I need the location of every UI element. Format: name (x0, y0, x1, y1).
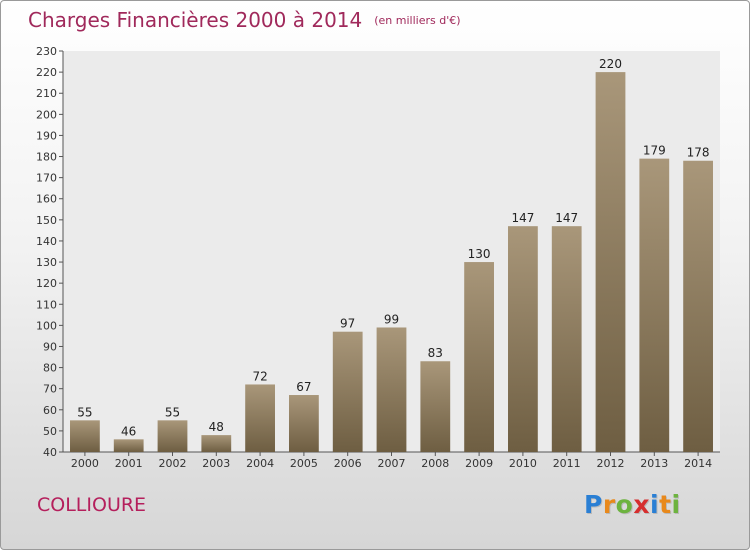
x-tick-label: 2010 (509, 457, 537, 470)
bar-2001 (113, 439, 144, 452)
y-tick-label: 170 (36, 172, 57, 185)
data-label-2000: 55 (77, 405, 92, 419)
data-label-2014: 178 (687, 146, 710, 160)
logo-letter: P (584, 490, 603, 519)
x-tick-label: 2002 (159, 457, 187, 470)
x-tick-label: 2003 (202, 457, 230, 470)
proxiti-logo[interactable]: Proxiti (584, 490, 681, 519)
logo-letter: t (659, 490, 672, 519)
y-tick-label: 80 (43, 362, 57, 375)
y-tick-label: 180 (36, 151, 57, 164)
chart-title-text: Charges Financières 2000 à 2014 (28, 8, 363, 32)
data-label-2012: 220 (599, 57, 622, 71)
x-tick-label: 2004 (246, 457, 274, 470)
x-tick-label: 2007 (378, 457, 406, 470)
y-tick-label: 200 (36, 108, 57, 121)
x-tick-label: 2005 (290, 457, 318, 470)
chart-title: Charges Financières 2000 à 2014 (en milli… (28, 8, 461, 32)
logo-letter: i (650, 490, 660, 519)
data-label-2010: 147 (511, 211, 534, 225)
y-tick-label: 160 (36, 193, 57, 206)
data-label-2011: 147 (555, 211, 578, 225)
y-tick-label: 120 (36, 277, 57, 290)
bar-2010 (508, 226, 538, 452)
data-label-2003: 48 (209, 420, 224, 434)
bar-2009 (464, 262, 494, 452)
town-name: COLLIOURE (37, 494, 147, 516)
x-tick-label: 2011 (553, 457, 581, 470)
logo-letter: r (602, 490, 616, 519)
y-tick-label: 230 (36, 45, 57, 58)
x-tick-label: 2000 (71, 457, 99, 470)
y-tick-label: 140 (36, 235, 57, 248)
y-tick-label: 50 (43, 425, 57, 438)
bar-2011 (551, 226, 582, 452)
data-label-2002: 55 (165, 405, 180, 419)
x-tick-label: 2006 (334, 457, 362, 470)
x-tick-label: 2008 (421, 457, 449, 470)
bar-2014 (683, 160, 713, 452)
x-tick-label: 2009 (465, 457, 493, 470)
y-tick-label: 130 (36, 256, 57, 269)
x-tick-label: 2014 (684, 457, 712, 470)
x-tick-label: 2013 (640, 457, 668, 470)
y-tick-label: 90 (43, 340, 57, 353)
bar-2002 (157, 420, 188, 452)
bar-2003 (201, 435, 232, 452)
logo-letter: i (671, 490, 681, 519)
data-label-2008: 83 (428, 346, 443, 360)
logo-letter: o (615, 490, 634, 519)
logo-letter: x (633, 490, 650, 519)
data-label-2004: 72 (252, 369, 267, 383)
data-label-2007: 99 (384, 312, 399, 326)
data-label-2001: 46 (121, 424, 136, 438)
y-tick-label: 70 (43, 383, 57, 396)
y-tick-label: 190 (36, 129, 57, 142)
x-tick-label: 2001 (115, 457, 143, 470)
data-label-2013: 179 (643, 144, 666, 158)
y-tick-label: 150 (36, 214, 57, 227)
data-label-2009: 130 (468, 247, 491, 261)
chart-subtitle: (en milliers d'€) (374, 14, 461, 27)
y-tick-label: 210 (36, 87, 57, 100)
y-tick-label: 110 (36, 298, 57, 311)
y-tick-label: 220 (36, 66, 57, 79)
bar-2004 (245, 384, 275, 452)
bar-2012 (595, 72, 626, 453)
y-tick-label: 100 (36, 319, 57, 332)
data-label-2006: 97 (340, 317, 355, 331)
bar-2005 (289, 395, 319, 452)
bar-2000 (70, 420, 100, 452)
bar-2007 (376, 327, 407, 452)
bar-2013 (639, 158, 670, 452)
bar-2008 (420, 361, 451, 452)
x-tick-label: 2012 (597, 457, 625, 470)
y-tick-label: 40 (43, 446, 57, 459)
bar-2006 (332, 331, 363, 452)
y-tick-label: 60 (43, 404, 57, 417)
data-label-2005: 67 (296, 380, 311, 394)
